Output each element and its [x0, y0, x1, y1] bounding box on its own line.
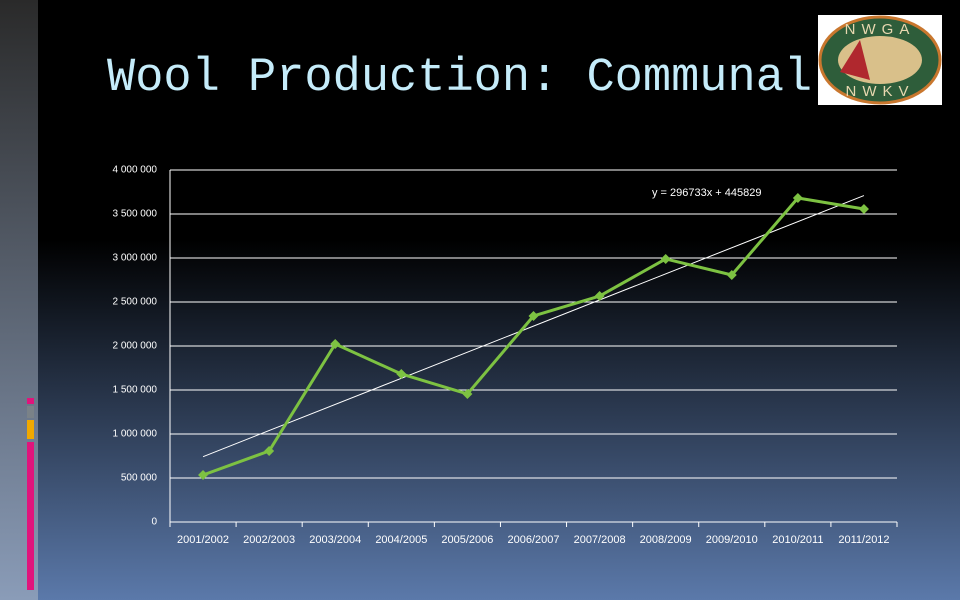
y-tick-label: 2 000 000 [113, 341, 158, 352]
decor [27, 442, 34, 590]
logo-text: NWGA [845, 21, 916, 38]
x-tick-label: 2001/2002 [177, 534, 229, 546]
logo-text: NWKV [846, 83, 915, 100]
data-point [726, 269, 737, 280]
x-tick-label: 2006/2007 [508, 534, 560, 546]
x-tick-label: 2005/2006 [441, 534, 493, 546]
data-point [396, 368, 407, 379]
y-tick-label: 0 [151, 517, 157, 528]
x-tick-label: 2010/2011 [772, 534, 823, 546]
slide-title: Wool Production: Communal [107, 52, 813, 105]
x-tick-label: 2003/2004 [309, 534, 361, 546]
data-line [202, 196, 865, 477]
y-tick-label: 500 000 [121, 473, 158, 484]
data-point [792, 192, 803, 203]
y-tick-label: 4 000 000 [113, 165, 158, 176]
y-tick-label: 2 500 000 [113, 297, 158, 308]
logo-stripes [840, 40, 870, 80]
x-tick-label: 2007/2008 [574, 534, 626, 546]
data-point [528, 310, 539, 321]
x-tick-label: 2008/2009 [640, 534, 692, 546]
side-strip [0, 0, 38, 600]
trendline [202, 195, 865, 458]
decor [27, 406, 34, 418]
data-point [858, 203, 869, 214]
data-point [462, 388, 473, 399]
y-tick-label: 1 000 000 [113, 429, 158, 440]
logo: NWGA NWKV [818, 15, 942, 105]
decor [27, 420, 34, 439]
y-tick-label: 1 500 000 [113, 385, 158, 396]
x-tick-label: 2009/2010 [706, 534, 758, 546]
y-tick-label: 3 500 000 [113, 209, 158, 220]
y-tick-label: 3 000 000 [113, 253, 158, 264]
data-point [330, 338, 341, 349]
data-point [264, 445, 275, 456]
data-point [660, 253, 671, 264]
x-tick-label: 2002/2003 [243, 534, 295, 546]
trendline-label: y = 296733x + 445829 [652, 187, 761, 199]
data-point [594, 291, 605, 302]
data-point [198, 470, 209, 481]
x-tick-label: 2011/2012 [838, 534, 889, 546]
x-tick-label: 2004/2005 [375, 534, 427, 546]
decor [27, 398, 34, 404]
